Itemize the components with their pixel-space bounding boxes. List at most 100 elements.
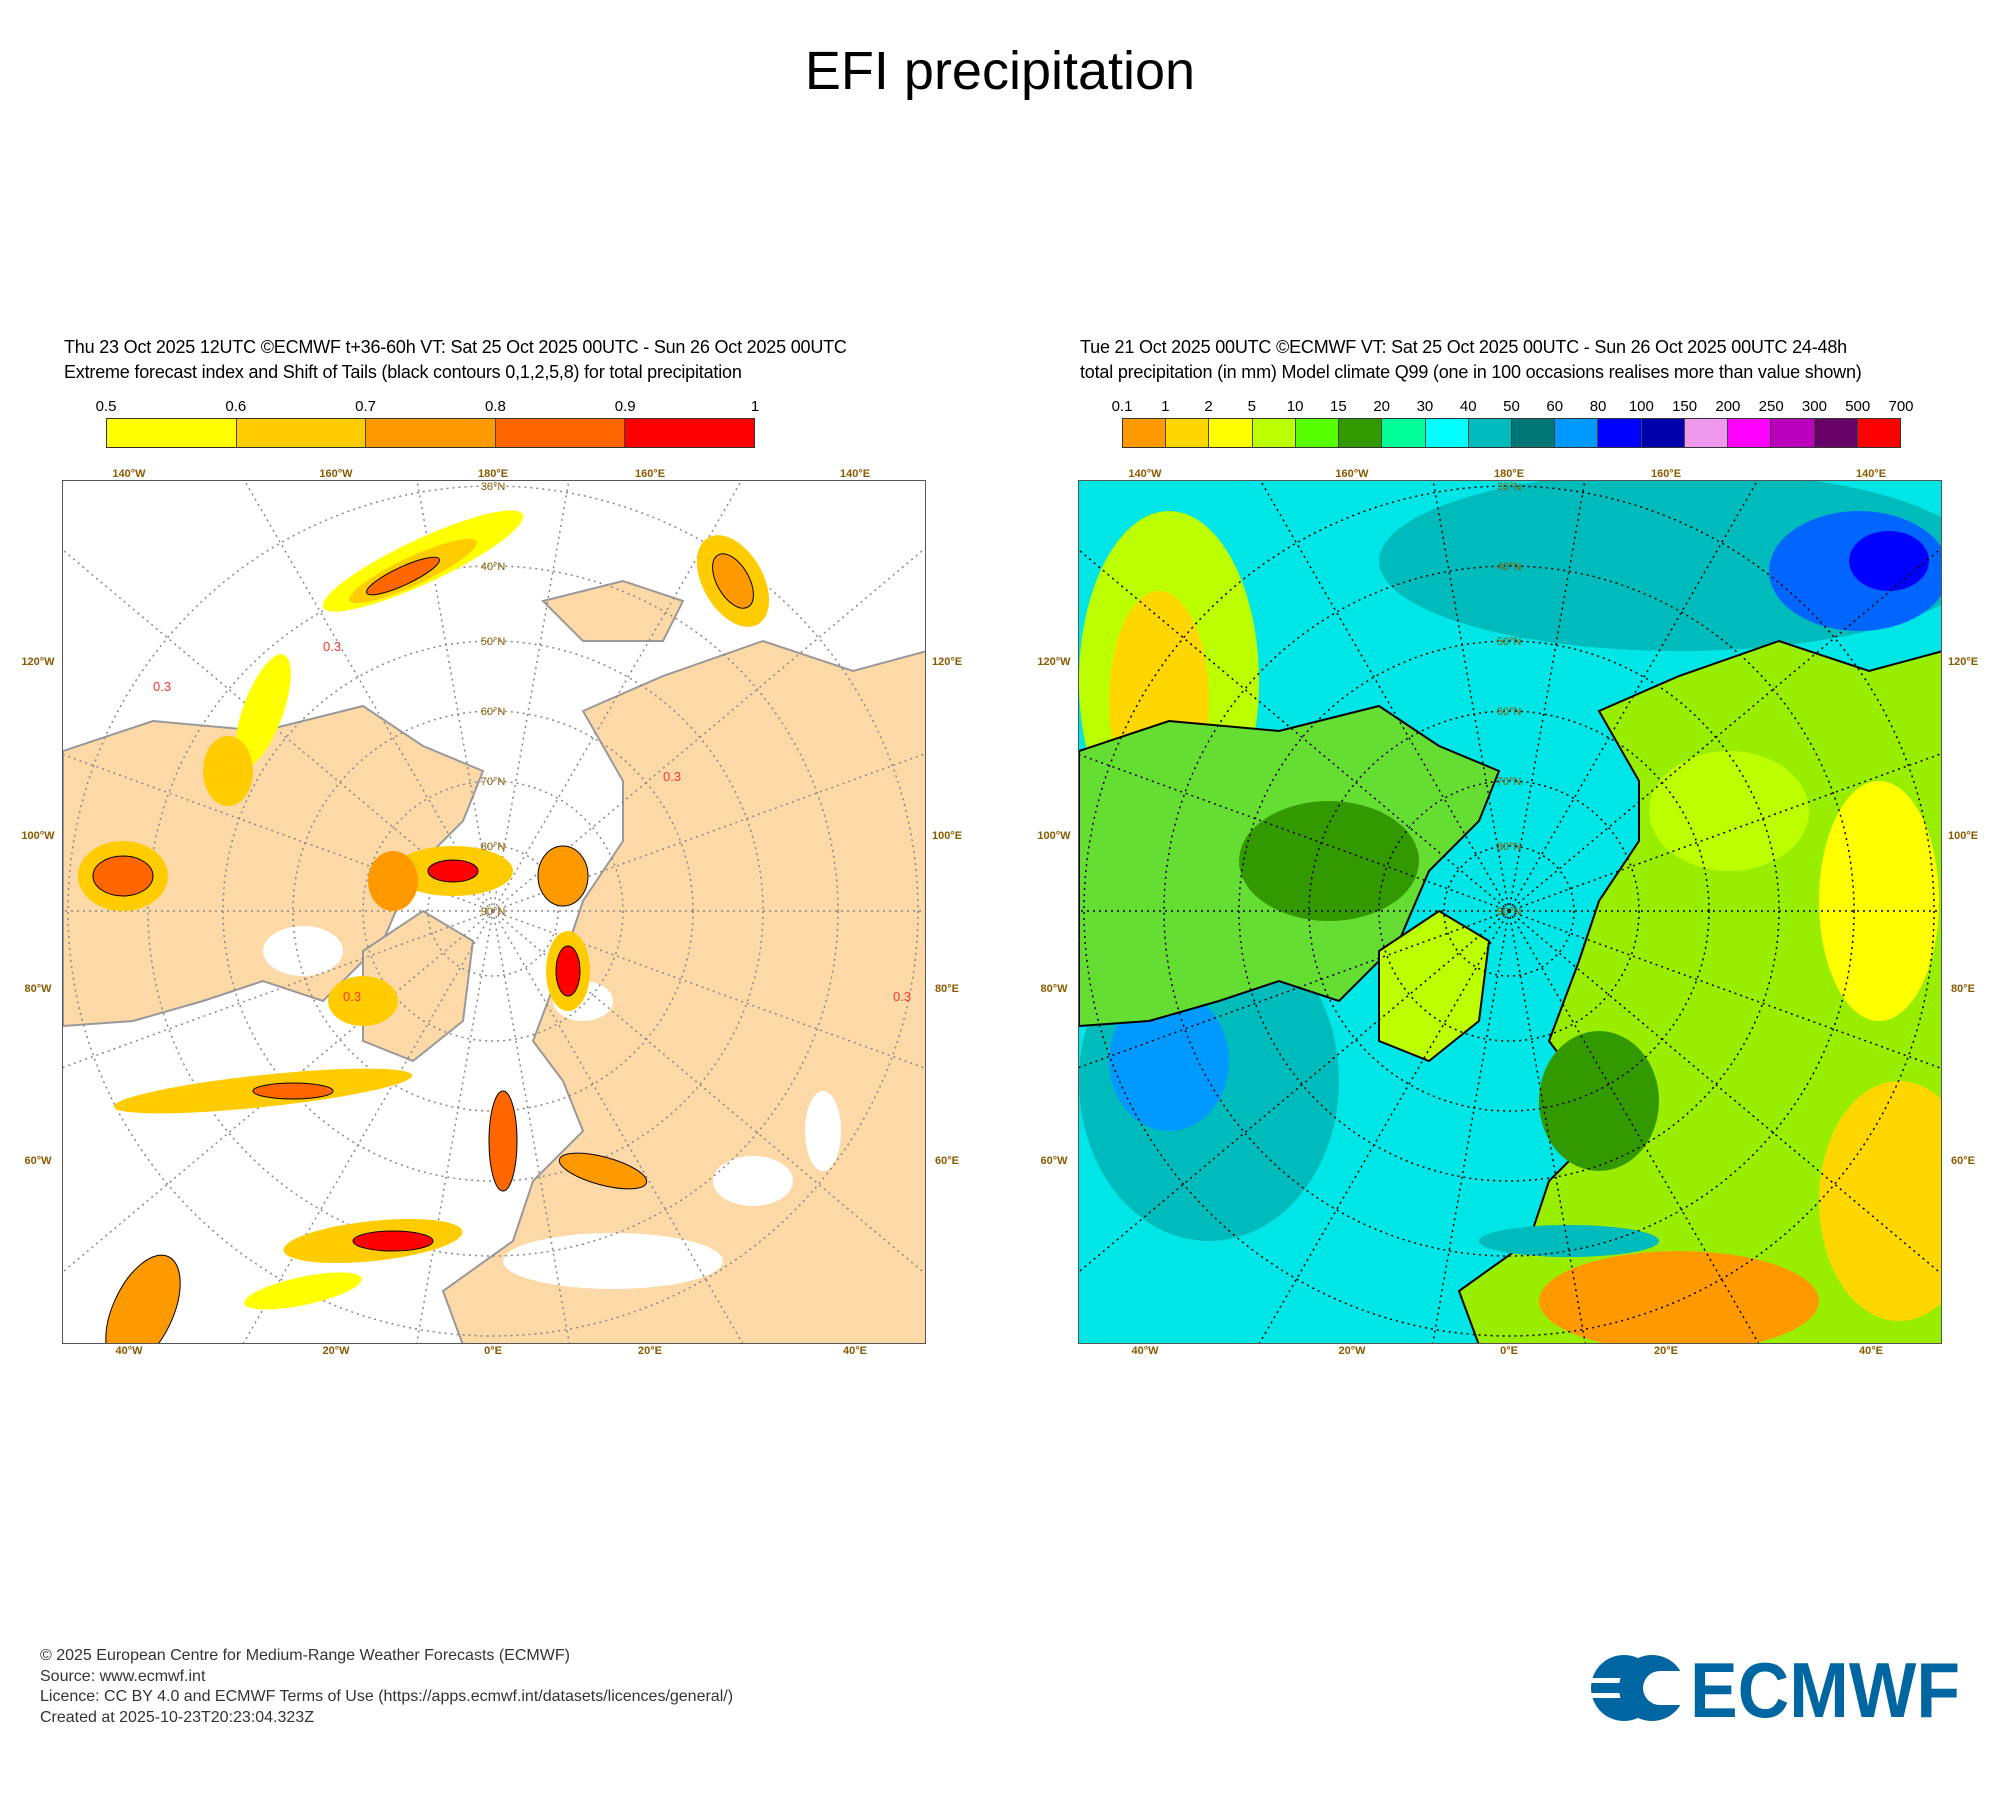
colorbar-swatch (1814, 419, 1858, 447)
colorbar-swatch (1382, 419, 1426, 447)
page-title: EFI precipitation (804, 41, 1196, 101)
contour-label: 0.3 (153, 679, 171, 694)
axis-tick-label: 40°W (115, 1345, 143, 1357)
colorbar-label: 150 (1672, 398, 1698, 415)
axis-tick-label: 120°W (21, 656, 55, 668)
latitude-label: 80°N (1497, 841, 1522, 853)
axis-tick-label: 80°E (935, 983, 959, 995)
latitude-label: 60°N (1497, 706, 1522, 718)
latitude-circle (147, 565, 839, 1257)
colorbar-label: 0.1 (1111, 398, 1133, 415)
meridian-line (1508, 752, 1941, 912)
latitude-label: 90°N (1497, 906, 1522, 918)
latitude-label: 40°N (1497, 561, 1522, 573)
colorbar-label: 40 (1459, 398, 1477, 415)
colorbar-swatch (1511, 419, 1556, 447)
efi-map: 30°N 40°N 50°N 60°N 70°N 80°N 90°N 0.3 0.3 0.3 0.3… (62, 480, 926, 1344)
axis-tick-label: 140°W (1128, 468, 1162, 480)
colorbar-label: 0.6 (225, 398, 247, 415)
axis-tick-label: 100°E (1947, 830, 1979, 842)
colorbar-swatch (1857, 419, 1900, 447)
colorbar-label: 0.9 (614, 398, 636, 415)
footer-source: Source: www.ecmwf.int (40, 1668, 206, 1685)
meridian-line (492, 910, 570, 1343)
footer-copyright: © 2025 European Centre for Medium-Range … (40, 1647, 570, 1664)
meridian-line (1432, 910, 1510, 1343)
colorbar-label: 700 (1888, 398, 1914, 415)
latitude-label: 50°N (1497, 636, 1522, 648)
meridian-line (63, 910, 494, 1069)
latitude-label: 80°N (481, 841, 506, 853)
axis-tick-label: 60°E (935, 1155, 959, 1167)
colorbar-label: 0.8 (484, 398, 506, 415)
ecmwf-logo-icon: ECMWF (1590, 1646, 1960, 1734)
colorbar-label: 100 (1628, 398, 1654, 415)
axis-tick-label: 120°W (1037, 656, 1071, 668)
axis-tick-label: 40°W (1131, 1345, 1159, 1357)
contour-label: 0.3 (343, 989, 361, 1004)
meridian-line (63, 753, 494, 912)
colorbar-swatch (1339, 419, 1383, 447)
axis-tick-label: 80°W (24, 983, 52, 995)
axis-tick-label: 120°E (931, 656, 963, 668)
latitude-circle (1378, 780, 1640, 1042)
latitude-label: 30°N (481, 481, 506, 493)
axis-tick-label: 40°E (843, 1345, 867, 1357)
contour-label: 0.3 (663, 769, 681, 784)
efi-blobs (78, 510, 770, 1343)
latitude-label: 30°N (1497, 481, 1522, 493)
meridian-line (1508, 481, 1586, 912)
meridian-line (492, 752, 925, 912)
graticule (63, 481, 925, 1343)
meridian-line (492, 910, 925, 1275)
colorbar-swatch (1295, 419, 1340, 447)
precip-colorbar (1122, 418, 1901, 448)
meridian-line (1259, 481, 1510, 912)
colorbar-swatch (1166, 419, 1210, 447)
colorbar-label: 80 (1589, 398, 1607, 415)
colorbar-label: 500 (1845, 398, 1871, 415)
colorbar-swatch (1123, 419, 1167, 447)
colorbar-swatch (1252, 419, 1296, 447)
footer-created: Created at 2025-10-23T20:23:04.323Z (40, 1709, 314, 1726)
axis-tick-label: 60°E (1951, 1155, 1975, 1167)
axis-tick-label: 20°E (1654, 1345, 1678, 1357)
colorbar-label: 0.7 (355, 398, 377, 415)
colorbar-label: 10 (1286, 398, 1304, 415)
colorbar-label: 250 (1758, 398, 1784, 415)
right-header-line1: Tue 21 Oct 2025 00UTC ©ECMWF VT: Sat 25 … (1080, 337, 1847, 357)
colorbar-swatch (366, 419, 496, 447)
latitude-circle (1443, 845, 1575, 977)
colorbar-swatch (1555, 419, 1599, 447)
colorbar-label: 20 (1373, 398, 1390, 415)
land (1079, 639, 1941, 1343)
axis-tick-label: 20°W (322, 1345, 350, 1357)
latitude-label: 50°N (481, 636, 506, 648)
latitude-label: 70°N (1497, 776, 1522, 788)
latitude-label: 90°N (481, 906, 506, 918)
colorbar-swatch (1209, 419, 1253, 447)
meridian-line (416, 910, 494, 1343)
meridian-line (492, 481, 570, 912)
latitude-circle (362, 780, 624, 1042)
axis-tick-label: 40°E (1859, 1345, 1883, 1357)
colorbar-swatch (107, 419, 237, 447)
meridian-line (1432, 481, 1510, 912)
contour-label: 0.3 (893, 989, 911, 1004)
colorbar-swatch (1598, 419, 1642, 447)
colorbar-swatch (236, 419, 367, 447)
axis-tick-label: 140°W (112, 468, 146, 480)
colorbar-label: 15 (1330, 398, 1347, 415)
axis-tick-label: 80°E (1951, 983, 1975, 995)
left-header-line2: Extreme forecast index and Shift of Tail… (64, 362, 742, 382)
meridian-line (1258, 910, 1510, 1343)
axis-tick-label: 60°W (1040, 1155, 1068, 1167)
axis-tick-label: 160°W (319, 468, 353, 480)
axis-tick-label: 80°W (1040, 983, 1068, 995)
footer-licence: Licence: CC BY 4.0 and ECMWF Terms of Us… (40, 1688, 734, 1705)
meridian-line (416, 481, 494, 912)
meridian-line (492, 481, 743, 912)
ecmwf-logo: ECMWF (1590, 1646, 1962, 1734)
colorbar-label: 1 (1161, 398, 1170, 415)
colorbar-label: 1 (750, 398, 760, 415)
